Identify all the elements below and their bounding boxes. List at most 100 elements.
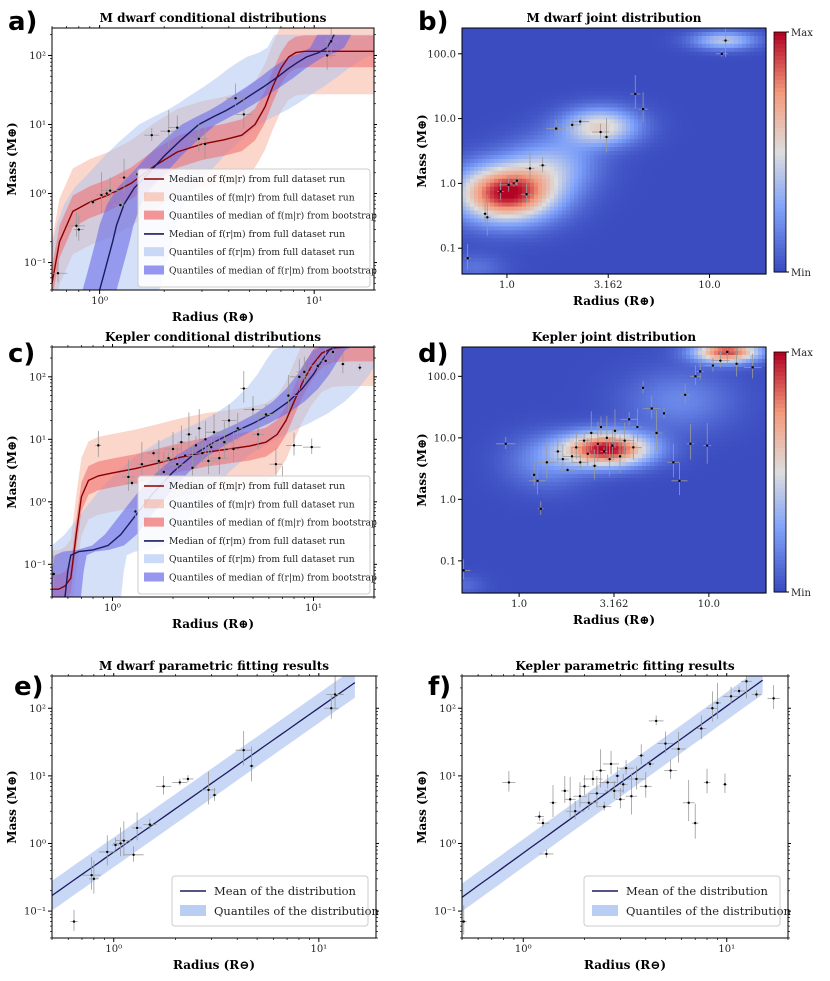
heatmap-cell <box>726 230 731 235</box>
heatmap-cell <box>614 242 619 247</box>
heatmap-cell <box>738 28 743 33</box>
heatmap-cell <box>742 39 747 45</box>
heatmap-cell <box>618 71 623 77</box>
heatmap-cell <box>490 190 495 196</box>
heatmap-cell <box>638 158 643 164</box>
heatmap-cell <box>610 174 615 180</box>
heatmap-cell <box>714 47 719 53</box>
heatmap-cell <box>662 174 667 180</box>
heatmap-cell <box>498 99 503 104</box>
heatmap-cell <box>682 59 687 65</box>
heatmap-cell <box>686 250 691 255</box>
heatmap-cell <box>718 151 723 156</box>
heatmap-cell <box>734 59 739 65</box>
heatmap-cell <box>602 174 607 180</box>
heatmap-cell <box>642 127 647 132</box>
heatmap-cell <box>722 206 727 212</box>
heatmap-cell <box>602 166 607 172</box>
heatmap-cell <box>546 71 551 77</box>
heatmap-cell <box>578 162 583 168</box>
heatmap-cell <box>554 202 559 208</box>
heatmap-cell <box>462 55 467 61</box>
heatmap-cell <box>582 103 587 108</box>
heatmap-cell <box>518 206 523 212</box>
heatmap-cell <box>562 123 567 128</box>
heatmap-cell <box>578 266 583 271</box>
heatmap-cell <box>542 238 547 243</box>
heatmap-cell <box>502 91 507 97</box>
heatmap-cell <box>486 143 491 148</box>
heatmap-cell <box>682 135 687 140</box>
heatmap-cell <box>598 198 603 204</box>
heatmap-cell <box>606 135 611 140</box>
heatmap-cell <box>462 103 467 108</box>
heatmap-cell <box>614 28 619 33</box>
heatmap-cell <box>534 234 539 239</box>
heatmap-cell <box>526 131 531 136</box>
heatmap-cell <box>646 139 651 144</box>
heatmap-cell <box>670 238 675 243</box>
heatmap-cell <box>638 79 643 85</box>
heatmap-cell <box>582 43 587 49</box>
heatmap-cell <box>742 139 747 144</box>
heatmap-cell <box>542 258 547 263</box>
heatmap-cell <box>682 127 687 132</box>
heatmap-cell <box>698 75 703 81</box>
heatmap-cell <box>482 210 487 216</box>
heatmap-cell <box>498 59 503 65</box>
heatmap-cell <box>654 194 659 200</box>
heatmap-cell <box>526 190 531 196</box>
heatmap-cell <box>470 143 475 148</box>
heatmap-cell <box>726 47 731 53</box>
heatmap-cell <box>650 103 655 108</box>
heatmap-cell <box>614 226 619 231</box>
heatmap-cell <box>710 47 715 53</box>
heatmap-cell <box>654 123 659 128</box>
heatmap-cell <box>694 115 699 120</box>
heatmap-cell <box>606 186 611 192</box>
heatmap-cell <box>606 151 611 156</box>
heatmap-cell <box>470 55 475 61</box>
heatmap-cell <box>530 198 535 204</box>
heatmap-cell <box>602 194 607 200</box>
heatmap-cell <box>534 111 539 116</box>
heatmap-cell <box>634 178 639 184</box>
heatmap-cell <box>590 246 595 251</box>
heatmap-cell <box>534 226 539 231</box>
heatmap-cell <box>566 230 571 235</box>
heatmap-cell <box>518 170 523 176</box>
heatmap-cell <box>574 242 579 247</box>
heatmap-cell <box>626 226 631 231</box>
heatmap-cell <box>730 238 735 243</box>
heatmap-cell <box>698 258 703 263</box>
heatmap-cell <box>626 151 631 156</box>
heatmap-cell <box>470 139 475 144</box>
heatmap-cell <box>618 194 623 200</box>
heatmap-cell <box>626 31 631 37</box>
heatmap-cell <box>474 226 479 231</box>
heatmap-cell <box>678 91 683 97</box>
heatmap-cell <box>674 139 679 144</box>
heatmap-cell <box>514 246 519 251</box>
heatmap-cell <box>510 131 515 136</box>
heatmap-cell <box>522 115 527 120</box>
heatmap-cell <box>746 71 751 77</box>
heatmap-cell <box>550 127 555 132</box>
heatmap-cell <box>574 135 579 140</box>
heatmap-cell <box>746 214 751 220</box>
heatmap-cell <box>514 43 519 49</box>
heatmap-cell <box>462 123 467 128</box>
heatmap-cell <box>562 139 567 144</box>
heatmap-cell <box>754 254 759 259</box>
heatmap-cell <box>602 218 607 224</box>
heatmap-cell <box>738 246 743 251</box>
heatmap-cell <box>658 43 663 49</box>
heatmap-cell <box>750 202 755 208</box>
heatmap-cell <box>638 71 643 77</box>
heatmap-cell <box>558 246 563 251</box>
heatmap-cell <box>558 63 563 69</box>
heatmap-cell <box>762 166 767 172</box>
heatmap-cell <box>602 79 607 85</box>
heatmap-cell <box>646 250 651 255</box>
heatmap-cell <box>738 262 743 267</box>
